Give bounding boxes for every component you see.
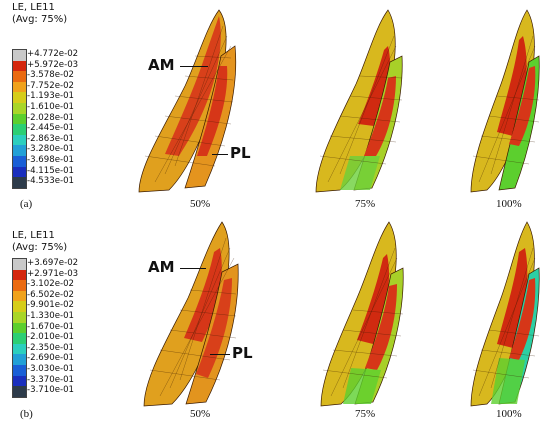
legend-swatch xyxy=(13,145,26,156)
legend-value: -6.502e-02 xyxy=(27,289,75,300)
am-bundle-label: AM xyxy=(148,258,175,276)
legend-value: -1.670e-01 xyxy=(27,321,75,332)
legend-value: -3.030e-01 xyxy=(27,363,75,374)
legend-swatch xyxy=(13,311,26,323)
ligament-render-75 xyxy=(320,221,404,407)
legend-swatch xyxy=(13,280,26,291)
ligament-render-100 xyxy=(470,221,540,407)
legend-value: +4.772e-02 xyxy=(27,49,79,59)
legend-value: -3.578e-02 xyxy=(27,70,75,81)
ligament-render-75 xyxy=(315,9,403,193)
legend-value: -2.690e-01 xyxy=(27,353,75,364)
legend-swatch xyxy=(13,354,26,365)
ligament-render-100 xyxy=(470,9,540,193)
legend-value: +5.972e-03 xyxy=(27,59,79,70)
panel-label: (b) xyxy=(20,408,33,420)
legend-colorbar xyxy=(12,258,27,398)
legend-value: +3.697e-02 xyxy=(27,258,79,268)
percent-label-50: 50% xyxy=(190,408,211,420)
legend-labels: +4.772e-02 +5.972e-03 -3.578e-02 -7.752e… xyxy=(27,49,78,187)
legend-value: -3.280e-01 xyxy=(27,144,75,155)
legend-labels: +3.697e-02 +2.971e-03 -3.102e-02 -6.502e… xyxy=(27,258,78,396)
am-leader-line xyxy=(180,268,206,269)
legend-value: -3.710e-01 xyxy=(27,385,75,396)
legend-swatch xyxy=(13,71,26,82)
legend-swatch xyxy=(13,269,26,281)
legend-swatch xyxy=(13,134,26,146)
legend-swatch xyxy=(13,81,26,93)
pl-bundle-label: PL xyxy=(230,144,251,162)
percent-label-100: 100% xyxy=(496,198,522,210)
legend-swatch xyxy=(13,301,26,312)
legend-value: -9.901e-02 xyxy=(27,300,75,311)
legend-value: +2.971e-03 xyxy=(27,268,79,279)
legend-title: LE, LE11 xyxy=(12,2,55,13)
legend-swatch xyxy=(13,124,26,135)
legend-swatch xyxy=(13,166,26,178)
legend-value: -3.370e-01 xyxy=(27,374,75,385)
am-leader-line xyxy=(180,66,208,67)
legend-value: -1.193e-01 xyxy=(27,91,75,102)
legend-value: -3.102e-02 xyxy=(27,279,75,290)
ligament-render-50 xyxy=(143,221,239,407)
legend-swatch xyxy=(13,290,26,302)
legend-value: -2.010e-01 xyxy=(27,332,75,343)
percent-label-50: 50% xyxy=(190,198,211,210)
legend-value: -4.533e-01 xyxy=(27,176,75,187)
legend-swatch xyxy=(13,92,26,103)
legend-swatch xyxy=(13,113,26,125)
legend-value: -2.028e-01 xyxy=(27,112,75,123)
percent-label-100: 100% xyxy=(496,408,522,420)
legend-value: -2.350e-01 xyxy=(27,342,75,353)
legend-value: -2.445e-01 xyxy=(27,123,75,134)
pl-bundle-label: PL xyxy=(232,344,253,362)
legend-value: -4.115e-01 xyxy=(27,165,75,176)
pl-leader-line xyxy=(212,154,228,155)
panel-label: (a) xyxy=(20,198,33,210)
legend-swatch xyxy=(13,343,26,355)
pl-leader-line xyxy=(210,354,230,355)
legend-value: -7.752e-02 xyxy=(27,80,75,91)
legend-swatch xyxy=(13,102,26,114)
legend-swatch xyxy=(13,50,26,61)
legend-swatch xyxy=(13,364,26,376)
panel-a: LE, LE11 (Avg: 75%) +4.772e-02 +5.972e-0… xyxy=(12,2,540,210)
ligament-render-50 xyxy=(138,9,237,193)
am-bundle-label: AM xyxy=(148,56,175,74)
legend-swatch xyxy=(13,177,26,188)
legend-title: LE, LE11 xyxy=(12,230,55,241)
legend-swatch xyxy=(13,322,26,334)
legend-subtitle: (Avg: 75%) xyxy=(12,242,68,253)
panel-b: LE, LE11 (Avg: 75%) +3.697e-02 +2.971e-0… xyxy=(0,214,550,428)
legend-swatch xyxy=(13,155,26,167)
legend-value: -1.610e-01 xyxy=(27,101,75,112)
percent-label-75: 75% xyxy=(355,198,376,210)
legend-swatch xyxy=(13,333,26,344)
legend-value: -2.863e-01 xyxy=(27,133,75,144)
legend-swatch xyxy=(13,375,26,387)
legend-value: -1.330e-01 xyxy=(27,310,75,321)
legend-colorbar xyxy=(12,49,27,189)
percent-label-75: 75% xyxy=(355,408,376,420)
legend-swatch xyxy=(13,259,26,270)
legend-subtitle: (Avg: 75%) xyxy=(12,14,68,25)
legend-swatch xyxy=(13,60,26,72)
legend-swatch xyxy=(13,386,26,397)
legend-value: -3.698e-01 xyxy=(27,154,75,165)
